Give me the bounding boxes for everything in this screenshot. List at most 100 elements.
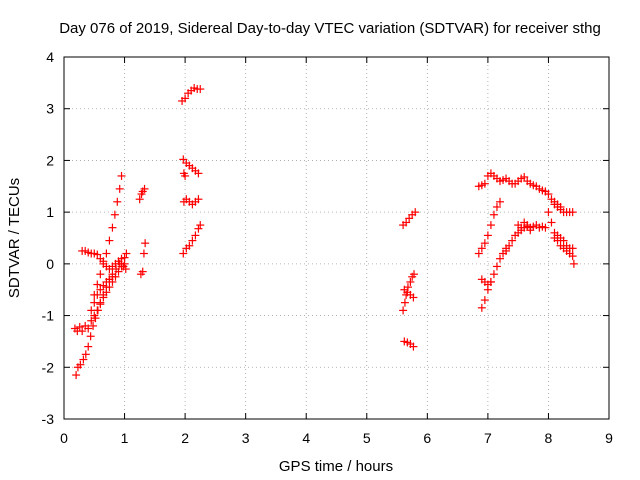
data-point <box>81 350 90 359</box>
data-point <box>102 249 111 258</box>
data-point <box>486 277 495 286</box>
data-point <box>139 249 148 258</box>
data-point <box>194 169 203 178</box>
data-point <box>496 197 504 206</box>
y-tick-label: 4 <box>46 49 54 65</box>
data-point <box>480 296 489 305</box>
data-point <box>480 179 489 188</box>
x-tick-label: 0 <box>60 430 68 446</box>
data-point <box>122 249 131 258</box>
data-point <box>188 236 197 245</box>
data-point <box>135 195 144 204</box>
data-point <box>113 197 122 206</box>
data-point <box>489 270 498 279</box>
data-point <box>409 293 418 302</box>
x-tick-label: 2 <box>181 430 189 446</box>
y-tick-label: 3 <box>46 101 54 117</box>
y-tick-label: 1 <box>46 204 54 220</box>
data-point <box>99 257 108 266</box>
y-tick-label: -3 <box>42 411 55 427</box>
data-point <box>492 262 501 271</box>
data-point <box>517 223 526 232</box>
data-point <box>477 244 486 253</box>
data-point <box>76 360 85 369</box>
axis-ticks: 0 1 2 3 4 5 6 7 8 9 -3 -2 -1 0 1 2 3 4 <box>42 49 614 446</box>
x-tick-label: 4 <box>302 430 310 446</box>
data-point <box>409 342 418 351</box>
data-point <box>547 218 556 227</box>
data-point <box>508 236 517 245</box>
data-point <box>568 244 577 253</box>
data-point <box>91 314 100 323</box>
x-axis-label: GPS time / hours <box>279 458 393 475</box>
data-point <box>568 208 577 217</box>
data-point <box>115 184 124 193</box>
data-point <box>544 190 553 199</box>
data-point <box>569 259 578 268</box>
data-point <box>489 210 498 219</box>
data-point <box>181 94 190 103</box>
data-point <box>520 172 529 181</box>
data-point <box>544 208 553 217</box>
y-tick-label: -2 <box>42 359 55 375</box>
data-point <box>108 272 117 281</box>
data-point <box>196 221 205 230</box>
data-point <box>194 195 203 204</box>
data-point <box>474 249 483 258</box>
x-tick-label: 5 <box>363 430 371 446</box>
data-point <box>399 306 408 315</box>
grid <box>64 57 609 419</box>
data-point <box>96 270 105 279</box>
data-point <box>486 221 495 230</box>
x-tick-label: 9 <box>605 430 613 446</box>
x-tick-label: 1 <box>121 430 129 446</box>
data-point <box>185 241 194 250</box>
data-point <box>96 285 105 294</box>
data-point <box>105 236 114 245</box>
y-axis-label: SDTVAR / TECUs <box>6 178 23 298</box>
data-point <box>93 290 102 299</box>
data-point <box>78 327 87 336</box>
x-tick-label: 8 <box>545 430 553 446</box>
data-point <box>141 239 150 248</box>
data-point <box>541 223 550 232</box>
data-point <box>138 267 147 276</box>
data-point <box>117 171 126 180</box>
chart-title: Day 076 of 2019, Sidereal Day-to-day VTE… <box>59 20 601 37</box>
data-point <box>559 236 568 245</box>
data-point <box>181 171 190 180</box>
data-point <box>492 202 501 211</box>
data-point <box>400 298 409 307</box>
data-point <box>87 306 96 315</box>
data-point <box>140 184 149 193</box>
data-point <box>90 298 99 307</box>
data-point <box>86 332 95 341</box>
data-point <box>75 322 84 331</box>
data-point <box>121 265 130 274</box>
y-tick-label: 0 <box>46 256 54 272</box>
data-point <box>406 277 415 286</box>
y-tick-label: 2 <box>46 152 54 168</box>
data-point <box>110 210 119 219</box>
data-point <box>526 226 535 235</box>
data-point <box>179 249 188 258</box>
data-points <box>70 84 578 380</box>
data-point <box>84 342 93 351</box>
y-tick-label: -1 <box>42 308 55 324</box>
data-point <box>72 371 81 380</box>
data-point <box>89 321 98 330</box>
data-point <box>556 202 565 211</box>
data-point <box>477 303 486 312</box>
data-point <box>505 241 514 250</box>
data-point <box>402 218 411 227</box>
data-point <box>523 221 532 230</box>
data-point <box>410 270 419 279</box>
data-point <box>87 316 96 325</box>
data-point <box>196 85 205 94</box>
data-point <box>84 324 93 333</box>
data-point <box>496 254 504 263</box>
data-point <box>93 250 102 259</box>
data-point <box>568 252 577 261</box>
data-point <box>480 239 489 248</box>
data-point <box>483 231 492 240</box>
